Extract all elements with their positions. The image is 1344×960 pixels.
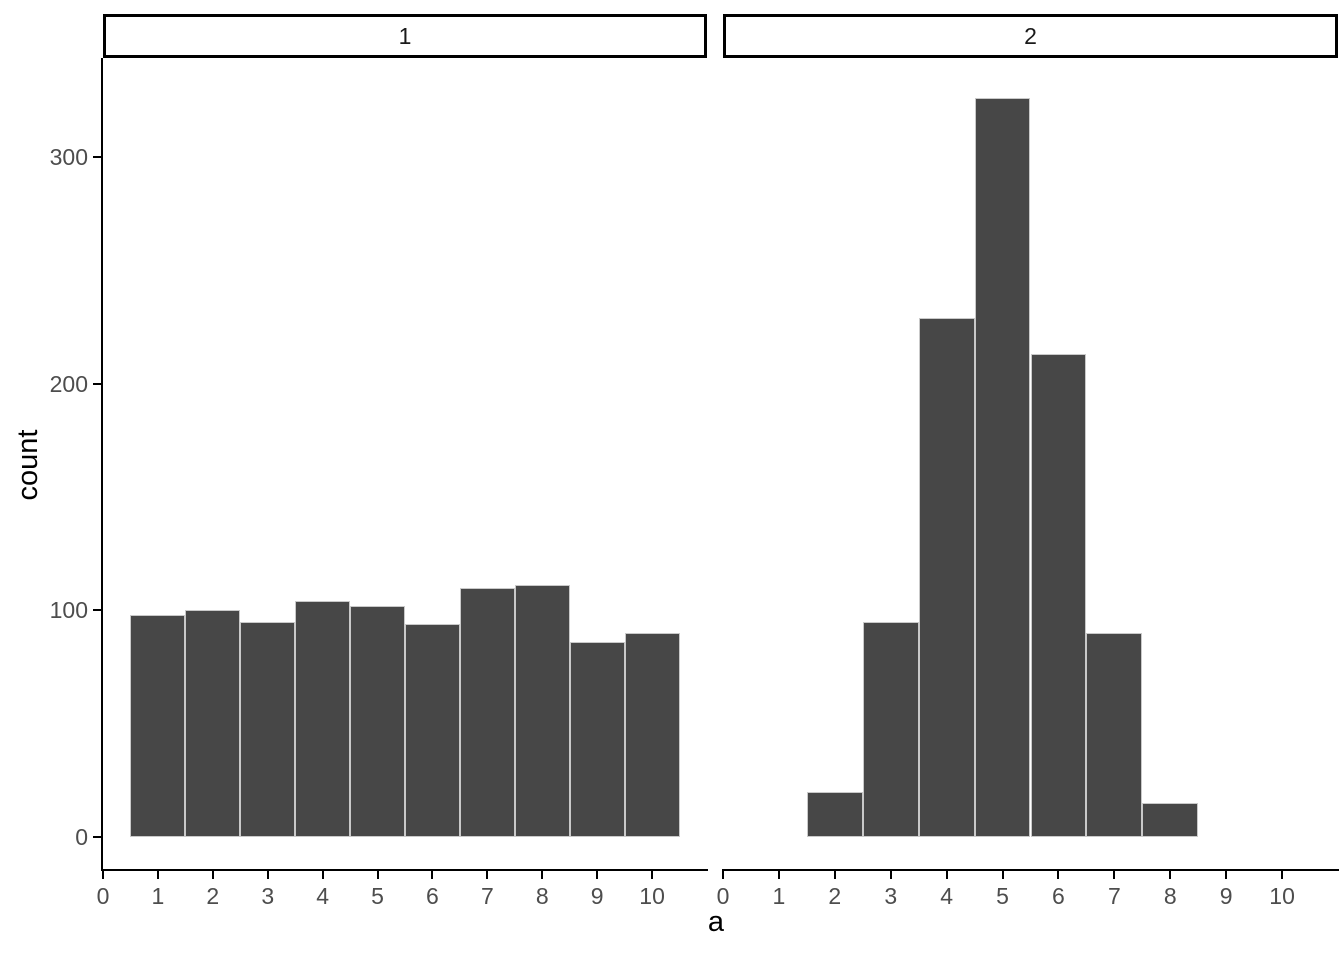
- x-tick-mark: [722, 871, 724, 879]
- x-tick-label: 1: [772, 883, 786, 909]
- x-tick-mark: [833, 871, 836, 879]
- histogram-bar: [185, 610, 241, 837]
- x-tick-label: 3: [884, 883, 898, 909]
- x-tick-label: 9: [590, 883, 604, 909]
- x-tick-mark: [945, 871, 948, 879]
- x-tick-mark: [889, 871, 892, 879]
- x-tick-label: 1: [151, 883, 165, 909]
- x-tick-label: 8: [1163, 883, 1177, 909]
- histogram-bar: [974, 97, 1031, 837]
- x-tick-label: 7: [480, 883, 494, 909]
- x-tick-label: 0: [716, 883, 730, 909]
- x-tick-label: 5: [371, 883, 384, 909]
- histogram-bar: [405, 623, 460, 837]
- histogram-bar: [295, 601, 351, 837]
- x-tick-mark: [156, 871, 159, 879]
- x-tick-label: 3: [261, 883, 275, 909]
- x-tick-mark: [211, 871, 214, 879]
- histogram-bar: [569, 642, 625, 837]
- x-tick-label: 4: [316, 883, 330, 909]
- x-tick-mark: [541, 871, 544, 879]
- x-tick-mark: [1225, 871, 1228, 879]
- y-tick-mark: [93, 155, 101, 158]
- x-tick-mark: [102, 871, 104, 879]
- histogram-bar: [862, 621, 919, 837]
- x-tick-label: 2: [206, 883, 220, 909]
- x-tick-label: 4: [940, 883, 954, 909]
- facet-strip-2: 2: [723, 14, 1338, 58]
- y-axis-line: [101, 58, 103, 871]
- y-tick-label: 300: [49, 143, 88, 170]
- histogram-bar: [130, 614, 186, 837]
- x-tick-mark: [777, 871, 780, 879]
- x-tick-label: 10: [639, 883, 665, 909]
- x-tick-label: 2: [828, 883, 842, 909]
- x-tick-mark: [486, 871, 489, 879]
- x-tick-label: 5: [996, 883, 1009, 909]
- x-tick-label: 8: [535, 883, 549, 909]
- x-tick-mark: [1281, 871, 1284, 879]
- y-tick-mark: [93, 382, 101, 385]
- x-axis-line: [722, 869, 1339, 871]
- x-tick-label: 10: [1269, 883, 1295, 909]
- x-tick-mark: [1169, 871, 1172, 879]
- histogram-bar: [240, 621, 296, 837]
- x-tick-mark: [321, 871, 324, 879]
- x-tick-mark: [1001, 871, 1004, 879]
- histogram-bar: [1086, 632, 1143, 837]
- x-tick-mark: [596, 871, 599, 879]
- x-tick-mark: [431, 871, 434, 879]
- histogram-bar: [1142, 802, 1199, 837]
- x-tick-mark: [266, 871, 269, 879]
- x-tick-label: 0: [96, 883, 110, 909]
- x-tick-label: 6: [1052, 883, 1065, 909]
- histogram-bar: [624, 632, 680, 837]
- facet-strip-1: 1: [103, 14, 707, 58]
- y-tick-label: 200: [49, 370, 88, 397]
- histogram-bar: [1030, 354, 1087, 837]
- histogram-bar: [806, 791, 863, 837]
- histogram-bar: [514, 585, 570, 837]
- x-tick-mark: [651, 871, 654, 879]
- y-tick-label: 0: [75, 824, 88, 850]
- y-tick-mark: [93, 836, 101, 838]
- x-tick-label: 7: [1107, 883, 1121, 909]
- x-tick-mark: [1057, 871, 1060, 879]
- x-axis-line: [102, 869, 708, 871]
- facet-strip-2-label: 2: [1024, 23, 1037, 49]
- x-tick-label: 9: [1219, 883, 1233, 909]
- x-axis-title: a: [707, 906, 725, 938]
- histogram-bar: [459, 587, 515, 837]
- y-tick-mark: [93, 609, 101, 612]
- x-tick-mark: [1113, 871, 1116, 879]
- x-tick-label: 6: [426, 883, 439, 909]
- histogram-bar: [918, 317, 975, 837]
- x-tick-mark: [376, 871, 379, 879]
- y-tick-label: 100: [49, 597, 88, 624]
- histogram-bar: [350, 605, 405, 837]
- facet-strip-1-label: 1: [398, 23, 412, 49]
